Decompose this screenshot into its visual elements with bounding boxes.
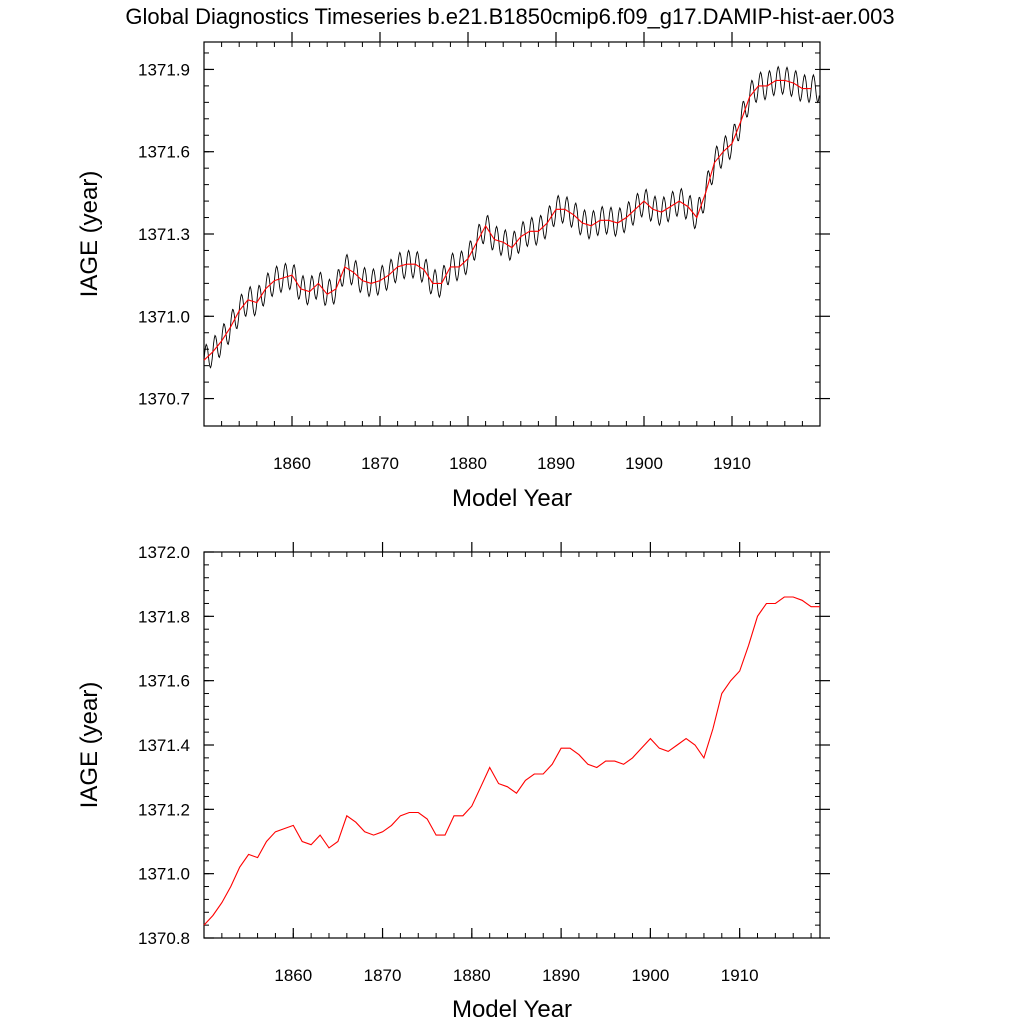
x-tick-label: 1890 (537, 454, 575, 473)
axis-ticks (204, 542, 830, 939)
y-tick-label: 1371.6 (138, 672, 190, 691)
x-tick-label: 1870 (361, 454, 399, 473)
x-tick-label: 1910 (721, 966, 759, 985)
y-tick-label: 1371.3 (138, 225, 190, 244)
figure-title: Global Diagnostics Timeseries b.e21.B185… (125, 4, 894, 29)
x-tick-label: 1860 (273, 454, 311, 473)
axis-ticks (204, 32, 830, 426)
y-tick-label: 1371.6 (138, 143, 190, 162)
x-tick-label: 1860 (274, 966, 312, 985)
plot-frame (203, 41, 821, 427)
y-axis-label: IAGE (year) (76, 682, 103, 809)
monthly-series-line (203, 65, 820, 369)
y-tick-label: 1371.0 (138, 307, 190, 326)
data-series (203, 596, 820, 926)
panel-bottom: 1370.8 1371.0 1371.2 1371.4 1371.6 1371.8 1372… (76, 542, 830, 1023)
y-tick-label: 1370.8 (138, 929, 190, 948)
x-axis-label: Model Year (452, 485, 572, 512)
x-tick-label: 1880 (453, 966, 491, 985)
x-tick-label: 1870 (364, 966, 402, 985)
y-tick-label: 1371.2 (138, 800, 190, 819)
y-tick-label: 1371.9 (138, 60, 190, 79)
y-axis-label: IAGE (year) (76, 171, 103, 298)
data-series (203, 65, 820, 369)
plot-frame (203, 551, 821, 939)
x-tick-label: 1910 (713, 454, 751, 473)
y-tick-labels: 1370.8 1371.0 1371.2 1371.4 1371.6 1371.8 1372… (138, 543, 190, 948)
x-tick-label: 1900 (625, 454, 663, 473)
x-axis-label: Model Year (452, 996, 572, 1023)
y-tick-labels: 1370.7 1371.0 1371.3 1371.6 1371.9 (138, 60, 190, 408)
y-tick-label: 1371.4 (138, 736, 190, 755)
x-tick-label: 1890 (542, 966, 580, 985)
x-tick-label: 1900 (631, 966, 669, 985)
y-tick-label: 1370.7 (138, 390, 190, 409)
x-tick-label: 1880 (449, 454, 487, 473)
x-tick-labels: 1860 1870 1880 1890 1900 1910 (274, 966, 758, 985)
x-tick-labels: 1860 1870 1880 1890 1900 1910 (273, 454, 751, 473)
y-tick-label: 1372.0 (138, 543, 190, 562)
annual-mean-line (203, 79, 812, 361)
y-tick-label: 1371.0 (138, 865, 190, 884)
annual-mean-line (203, 596, 820, 926)
y-tick-label: 1371.8 (138, 607, 190, 626)
